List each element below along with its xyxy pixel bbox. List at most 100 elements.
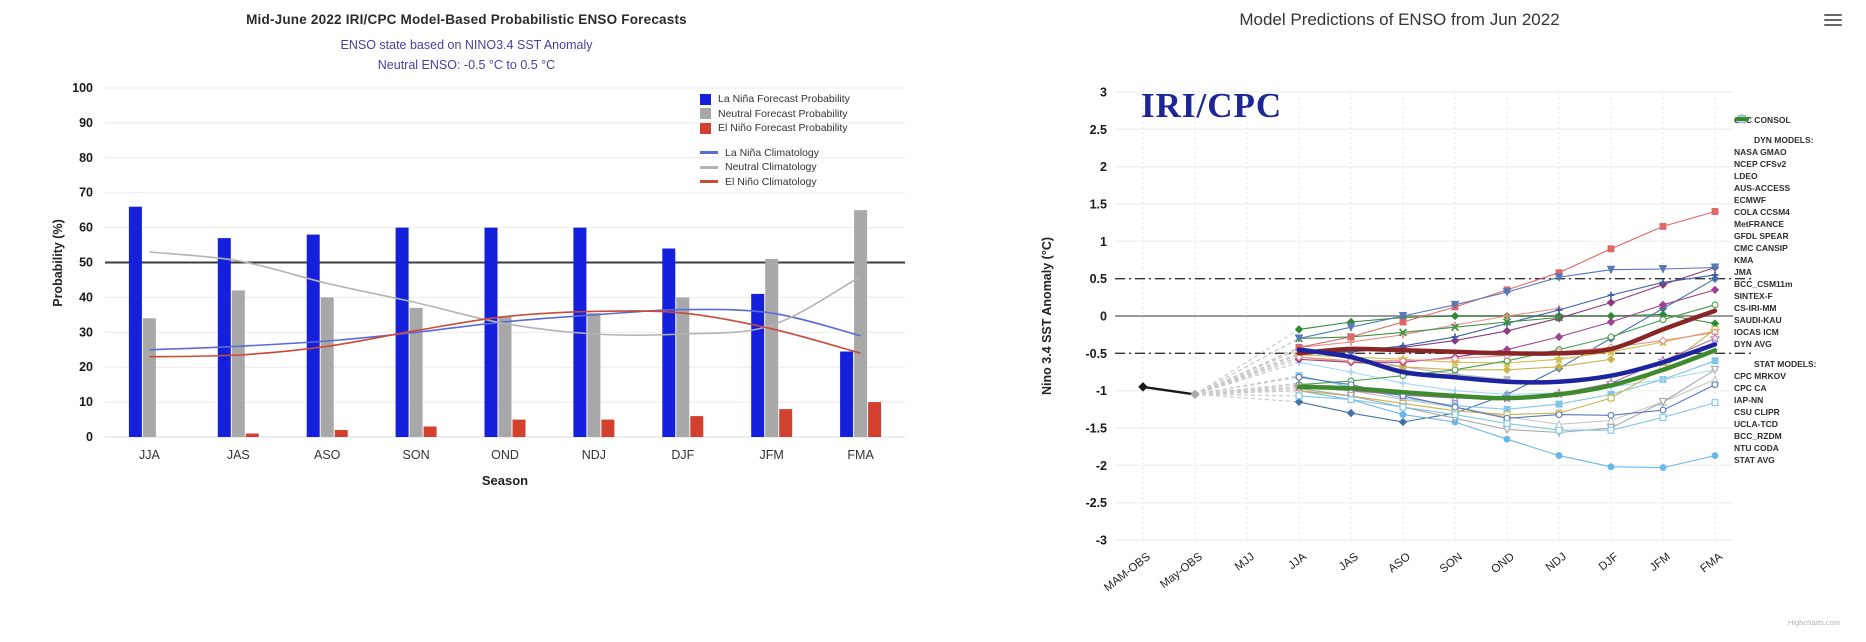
bar: [306, 234, 320, 437]
y-tick-label: 0.5: [1090, 272, 1107, 286]
legend-item[interactable]: CMC CANSIP: [1734, 115, 1866, 254]
left-chart-subtitle-2: Neutral ENSO: -0.5 °C to 0.5 °C: [377, 58, 556, 72]
legend-item[interactable]: IOCAS ICM: [1734, 115, 1866, 338]
series-CPC-CONSOL: [1296, 342, 1718, 385]
y-tick-label: -2: [1096, 459, 1107, 473]
y-tick-label: -1.5: [1085, 422, 1107, 436]
series-IOCAS-ICM: [1295, 387, 1719, 472]
y-tick-label: 90: [79, 116, 93, 130]
y-tick-label: 30: [79, 325, 93, 339]
y-tick-label: -0.5: [1085, 347, 1107, 361]
line-series-Neutral-Climatology: [149, 251, 861, 336]
fan-line: [1194, 358, 1300, 395]
legend-item[interactable]: STAT AVG: [1734, 117, 1866, 466]
bar: [779, 409, 793, 437]
legend-item: El Niño Climatology: [700, 175, 850, 190]
series-UCLA-TCD: [1294, 365, 1720, 438]
y-tick-label: -2.5: [1085, 496, 1107, 510]
legend-item[interactable]: AUS-ACCESS: [1734, 114, 1866, 194]
x-tick-label: JJA: [1286, 551, 1309, 572]
x-tick-label: JFM: [1648, 551, 1673, 574]
legend-item[interactable]: CPC CA: [1734, 115, 1866, 394]
bar: [231, 290, 245, 437]
x-tick-label: ASO: [314, 448, 341, 462]
legend-item[interactable]: SAUDI-KAU: [1734, 115, 1866, 326]
bar: [512, 419, 526, 438]
series-OBS: [1138, 382, 1200, 400]
y-tick-label: -1: [1096, 384, 1107, 398]
y-tick-label: 70: [79, 186, 93, 200]
legend-item: El Niño Forecast Probability: [700, 121, 850, 136]
x-tick-label: NDJ: [1544, 551, 1569, 574]
left-chart-legend: La Niña Forecast Probability Neutral Fore…: [700, 92, 850, 189]
legend-item[interactable]: BCC_RZDM: [1734, 115, 1866, 442]
bar: [128, 206, 142, 437]
legend-item: La Niña Climatology: [700, 146, 850, 161]
legend-section-header: DYN MODELS:: [1754, 135, 1814, 145]
legend-swatch: [700, 165, 718, 169]
legend-swatch: [700, 93, 711, 105]
series-KMA: [1294, 313, 1564, 343]
y-tick-label: 20: [79, 360, 93, 374]
legend-item: Neutral Climatology: [700, 160, 850, 175]
y-axis-title: Probability (%): [51, 219, 65, 307]
legend-item[interactable]: JMA: [1734, 114, 1866, 278]
legend-item[interactable]: LDEO: [1734, 114, 1866, 182]
legend-item[interactable]: CPC CONSOL: [1734, 115, 1791, 125]
legend-item[interactable]: MetFRANCE: [1734, 115, 1866, 230]
legend-item[interactable]: SINTEX-F: [1734, 114, 1866, 302]
chart-context-menu-button[interactable]: [1824, 12, 1842, 28]
bar: [423, 426, 437, 437]
x-tick-label: JAS: [227, 448, 250, 462]
legend-item: Neutral Forecast Probability: [700, 107, 850, 122]
right-chart-legend: CPC CONSOL DYN MODELS: NASA GMAO NCEP CFSv2…: [1734, 114, 1866, 466]
legend-item[interactable]: KMA: [1734, 114, 1866, 266]
y-tick-label: 2.5: [1090, 123, 1107, 137]
y-tick-label: 100: [72, 81, 93, 95]
legend-swatch: [700, 151, 718, 155]
x-tick-label: ASO: [1386, 551, 1413, 575]
y-tick-label: 80: [79, 151, 93, 165]
legend-item[interactable]: NASA GMAO: [1734, 114, 1866, 158]
legend-item[interactable]: CS-IRI-MM: [1734, 114, 1866, 314]
legend-item[interactable]: GFDL SPEAR: [1734, 115, 1866, 242]
x-tick-label: JJA: [139, 448, 161, 462]
fan-line: [1194, 354, 1300, 395]
right-chart-svg: -3 -2.5 -2 -1.5 -1 -0.5 0 0.5 1 1.5 2 2.5 3 MAM-OBS Ma…: [1040, 86, 1751, 594]
y-tick-label: 2: [1100, 160, 1107, 174]
legend-item[interactable]: ECMWF: [1734, 115, 1866, 206]
x-tick-label: OND: [1489, 551, 1517, 576]
x-tick-label: DJF: [1597, 551, 1621, 573]
y-tick-label: 40: [79, 290, 93, 304]
left-chart-svg: 0 10 20 30 40 50 60 70 80 90 100 JJA JAS ASO SON OND NDJ…: [51, 81, 905, 488]
legend-item[interactable]: DYN AVG: [1734, 117, 1866, 350]
x-tick-label: MAM-OBS: [1102, 551, 1153, 594]
fan-line: [1194, 393, 1300, 397]
y-tick-label: 10: [79, 395, 93, 409]
x-tick-label: OND: [491, 448, 519, 462]
bar: [217, 238, 231, 437]
legend-item[interactable]: NTU CODA: [1734, 115, 1866, 454]
legend-item[interactable]: UCLA-TCD: [1734, 115, 1866, 430]
legend-item[interactable]: COLA CCSM4: [1734, 114, 1866, 218]
right-chart-title: Model Predictions of ENSO from Jun 2022: [1239, 10, 1560, 29]
bar: [142, 318, 156, 437]
bar: [334, 430, 348, 437]
legend-item[interactable]: CPC MRKOV: [1734, 115, 1866, 382]
fan-line: [1194, 346, 1300, 395]
bar-series-Neutral-Forecast-Probability: [142, 210, 868, 437]
legend-swatch: [700, 108, 711, 120]
legend-item[interactable]: NCEP CFSv2: [1734, 115, 1866, 170]
legend-item[interactable]: IAP-NN: [1734, 114, 1866, 406]
bar: [765, 259, 779, 437]
legend-item[interactable]: BCC_CSM11m: [1734, 115, 1866, 290]
y-tick-label: 1.5: [1090, 198, 1107, 212]
x-tick-label: DJF: [671, 448, 694, 462]
bar: [690, 416, 704, 437]
left-chart-title: Mid-June 2022 IRI/CPC Model-Based Probab…: [246, 12, 687, 27]
legend-item: La Niña Forecast Probability: [700, 92, 850, 107]
y-tick-label: 0: [1100, 310, 1107, 324]
highcharts-credit: Highcharts.com: [1787, 618, 1840, 627]
legend-item[interactable]: CSU CLIPR: [1734, 114, 1866, 418]
bar: [854, 210, 868, 437]
